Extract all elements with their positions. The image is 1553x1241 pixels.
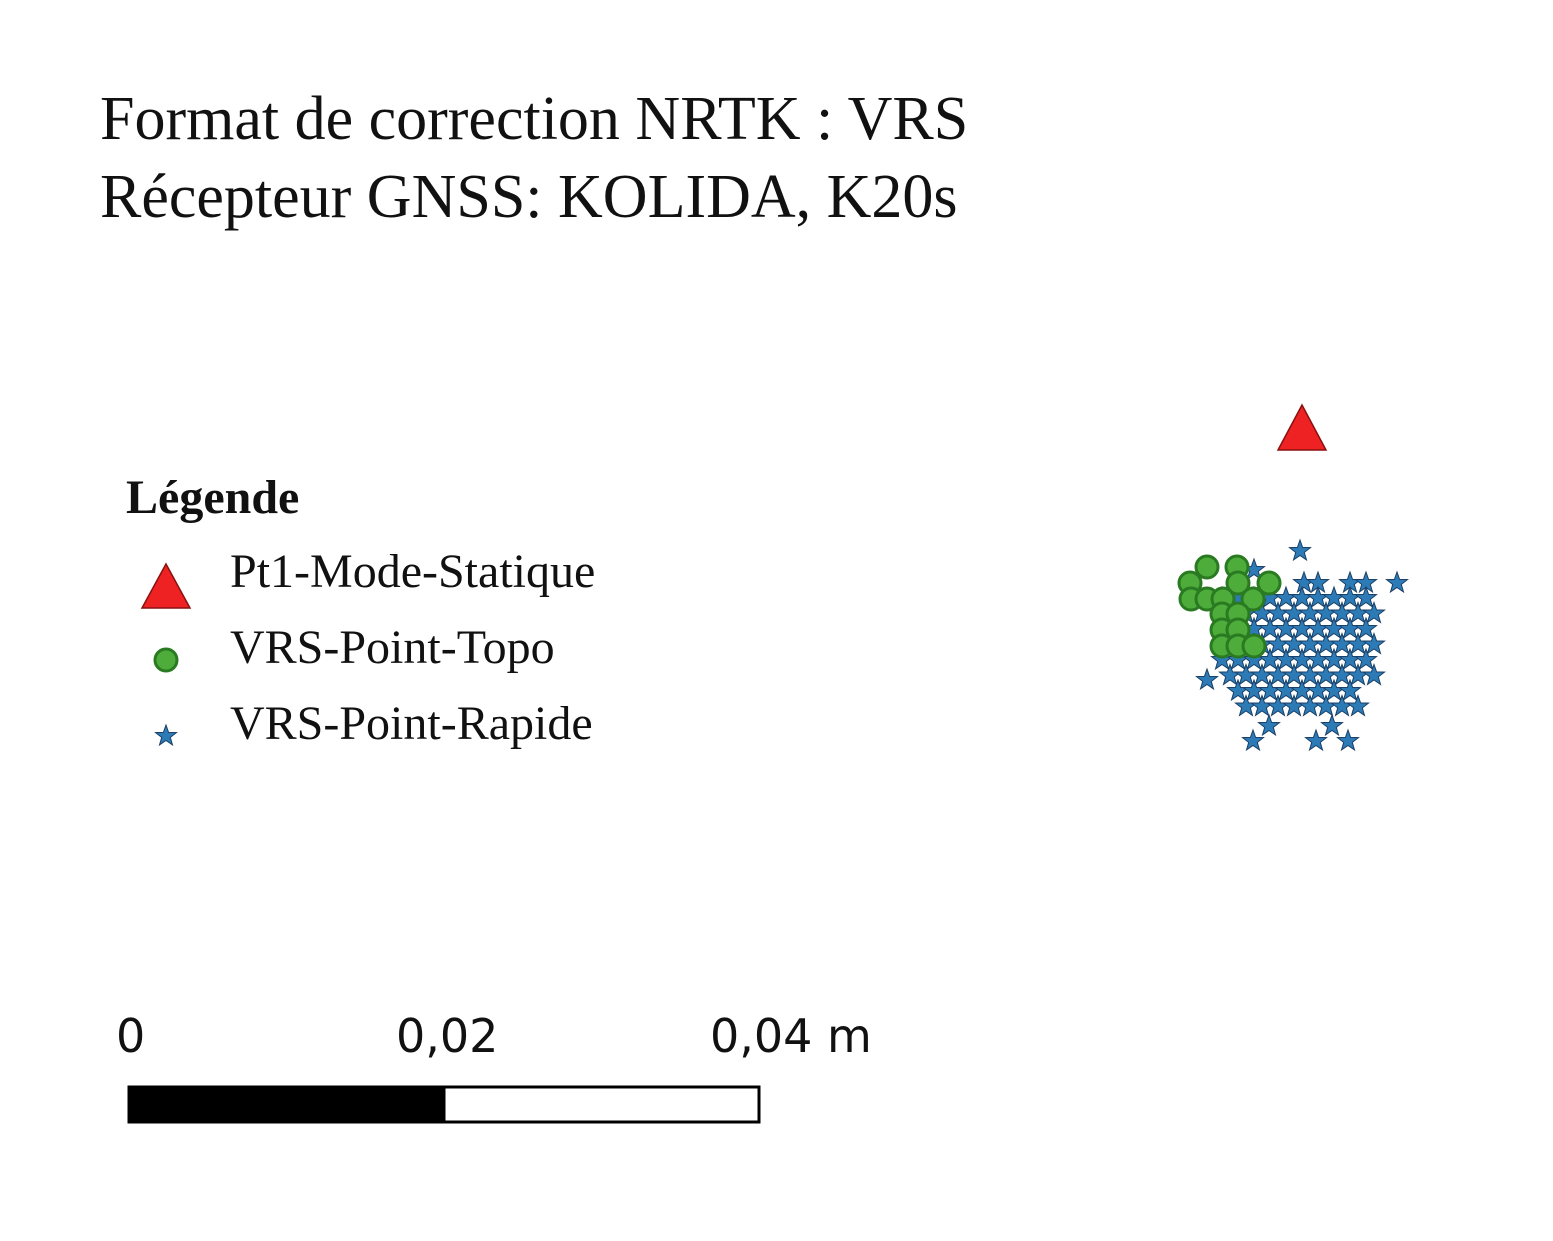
- legend-item-topo: VRS-Point-Topo: [126, 612, 555, 688]
- vrs-point-rapide-marker: [1330, 693, 1354, 717]
- legend-label-topo: VRS-Point-Topo: [230, 621, 555, 674]
- vrs-point-topo-marker: [1241, 633, 1267, 659]
- legend-item-rapide: VRS-Point-Rapide: [126, 688, 593, 764]
- vrs-point-topo-marker: [1240, 586, 1266, 612]
- triangle-icon: [140, 562, 192, 609]
- vrs-point-topo-marker: [1256, 570, 1282, 596]
- vrs-point-rapide-marker: [1354, 616, 1378, 640]
- legend-heading: Légende: [126, 471, 300, 524]
- vrs-point-rapide-marker: [1257, 713, 1281, 737]
- vrs-point-rapide-marker: [1336, 728, 1360, 752]
- vrs-point-rapide-marker: [1304, 728, 1328, 752]
- vrs-point-rapide-marker: [1362, 662, 1386, 686]
- vrs-point-rapide-marker: [1282, 693, 1306, 717]
- vrs-point-rapide-marker: [1288, 538, 1312, 562]
- legend-label-rapide: VRS-Point-Rapide: [230, 697, 593, 750]
- vrs-point-rapide-marker: [1234, 693, 1258, 717]
- vrs-point-rapide-marker: [1195, 667, 1219, 691]
- vrs-point-rapide-marker: [1354, 585, 1378, 609]
- title-line-2: Récepteur GNSS: KOLIDA, K20s: [100, 163, 958, 231]
- vrs-point-rapide-marker: [1314, 693, 1338, 717]
- circle-icon: [153, 647, 179, 673]
- vrs-point-rapide-marker: [1298, 693, 1322, 717]
- vrs-point-rapide-marker: [1320, 713, 1344, 737]
- legend-item-static: Pt1-Mode-Statique: [126, 536, 595, 612]
- star-icon: [154, 723, 178, 747]
- vrs-point-rapide-marker: [1354, 647, 1378, 671]
- vrs-point-rapide-marker: [1241, 728, 1265, 752]
- vrs-point-rapide-marker: [1250, 693, 1274, 717]
- vrs-point-rapide-marker: [1362, 600, 1386, 624]
- vrs-point-rapide-marker: [1338, 678, 1362, 702]
- vrs-point-rapide-marker: [1385, 570, 1409, 594]
- vrs-point-topo-marker: [1225, 570, 1251, 596]
- vrs-point-rapide-marker: [1362, 631, 1386, 655]
- title-line-1: Format de correction NRTK : VRS: [100, 85, 969, 153]
- legend-label-static: Pt1-Mode-Statique: [230, 545, 596, 598]
- vrs-point-rapide-marker: [1346, 693, 1370, 717]
- pt1-mode-statique-marker: [1276, 403, 1328, 451]
- vrs-point-rapide-marker: [1266, 693, 1290, 717]
- legend: Légende Pt1-Mode-Statique VRS-Point-Topo…: [126, 468, 595, 764]
- vrs-point-topo-marker: [1194, 554, 1220, 580]
- map-title: Format de correction NRTK : VRS Récepteu…: [100, 80, 968, 236]
